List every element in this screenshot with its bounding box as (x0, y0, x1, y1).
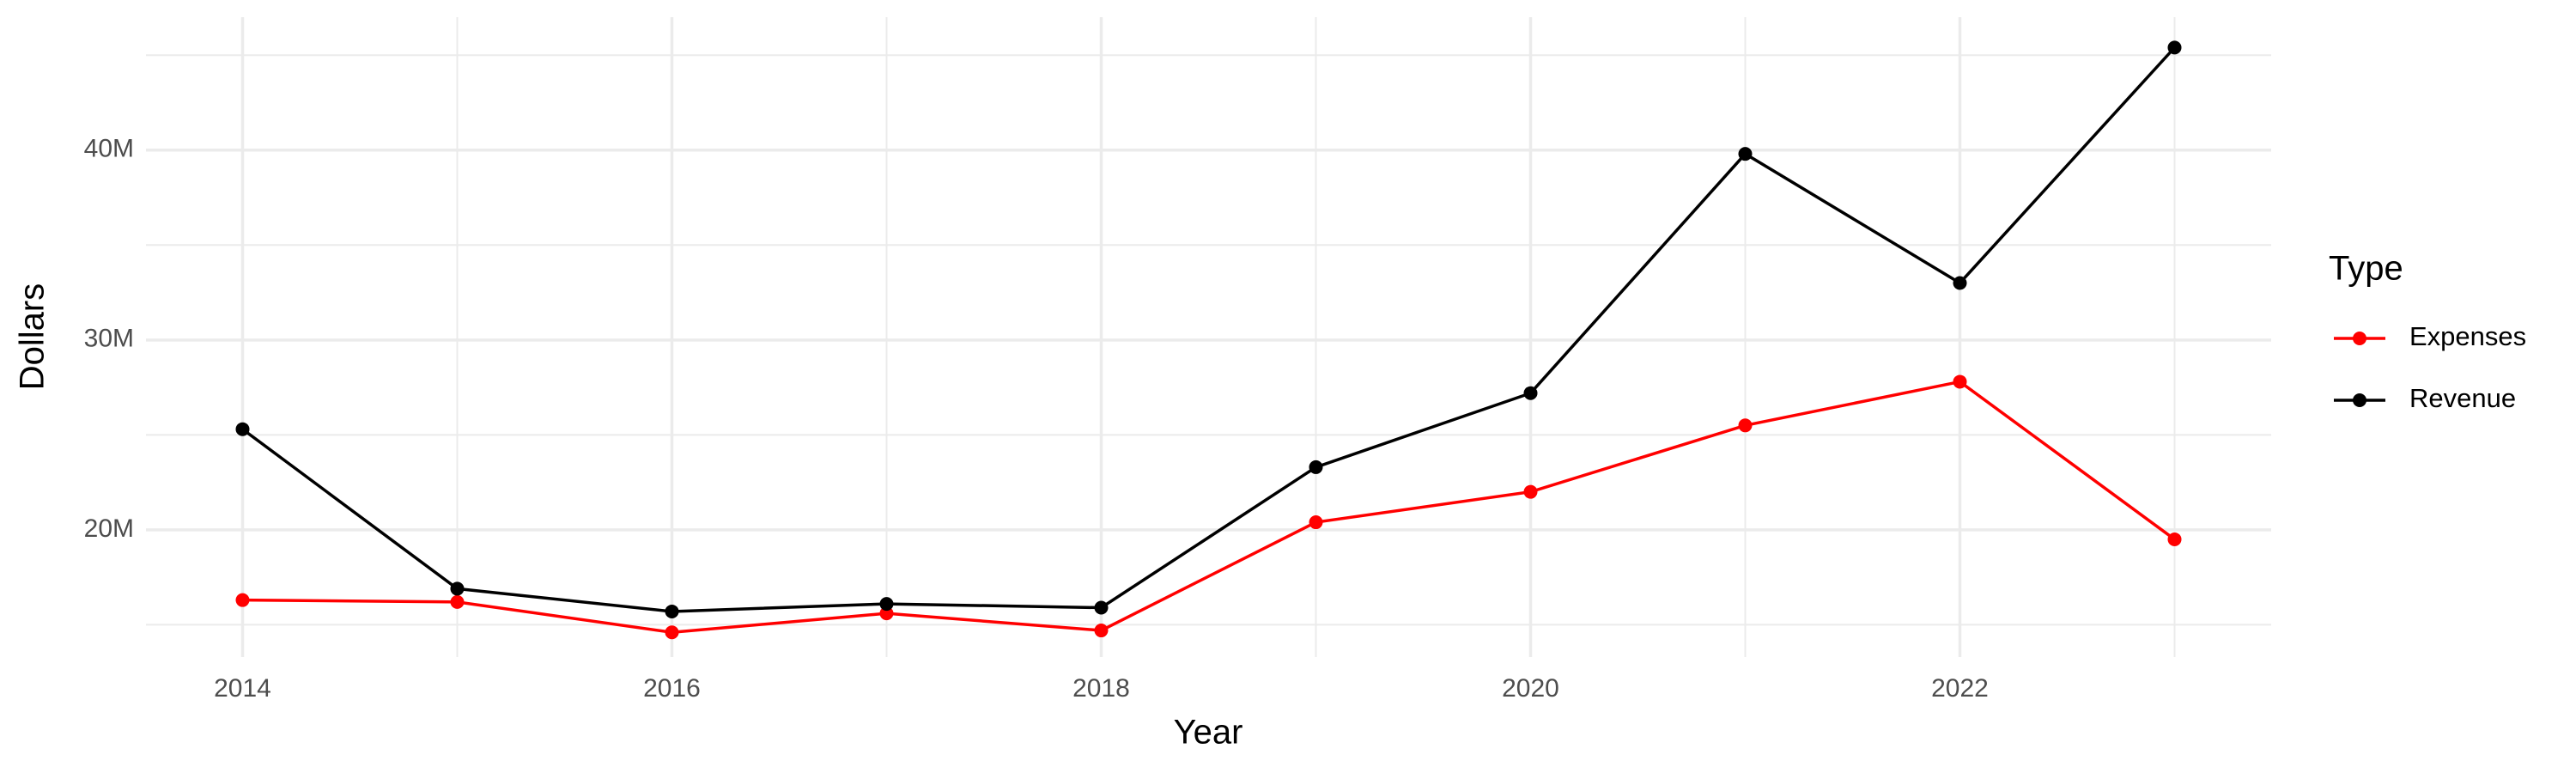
data-point (1309, 515, 1323, 530)
x-tick-label: 2022 (1931, 674, 1989, 703)
series-line (241, 46, 2176, 613)
y-tick-label: 40M (84, 135, 134, 163)
legend-label: Revenue (2409, 383, 2516, 413)
data-point (450, 594, 465, 609)
data-point (1738, 147, 1753, 161)
data-point (235, 422, 250, 436)
series-line (242, 380, 2176, 635)
data-point (1309, 460, 1323, 474)
x-tick-label: 2014 (214, 674, 271, 703)
data-point (1523, 386, 1538, 400)
data-point (1094, 600, 1109, 615)
x-axis-title: Year (1174, 714, 1243, 752)
data-point (879, 606, 894, 621)
data-point (1953, 374, 1967, 389)
legend-key-point (2353, 393, 2366, 407)
data-point (879, 597, 894, 612)
legend-key-point (2353, 332, 2366, 345)
data-point (450, 581, 465, 596)
data-point (665, 604, 679, 618)
data-point (1953, 276, 1967, 290)
legend-title: Type (2329, 250, 2403, 288)
y-tick-label: 30M (84, 325, 134, 353)
y-tick-label: 20M (84, 514, 134, 543)
y-axis-title: Dollars (14, 283, 52, 390)
data-point (1738, 418, 1753, 433)
data-point (2167, 40, 2182, 55)
x-tick-label: 2016 (643, 674, 701, 703)
data-point (235, 593, 250, 607)
data-point (665, 625, 679, 640)
x-tick-label: 2020 (1502, 674, 1559, 703)
legend-label: Expenses (2409, 321, 2526, 351)
data-point (2167, 532, 2182, 546)
data-point (1523, 484, 1538, 499)
x-tick-label: 2018 (1072, 674, 1130, 703)
data-point (1094, 624, 1109, 638)
